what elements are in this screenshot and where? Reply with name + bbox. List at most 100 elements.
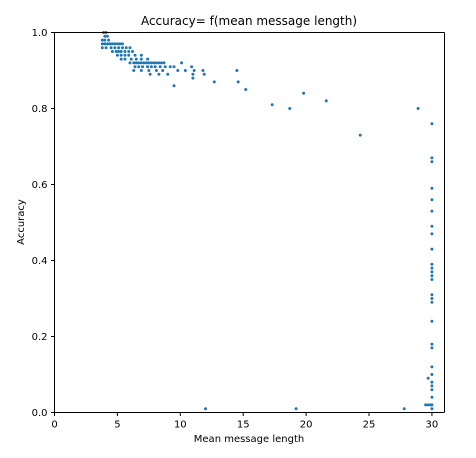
scatter-point bbox=[430, 198, 433, 201]
scatter-point bbox=[140, 69, 143, 72]
scatter-point bbox=[121, 46, 124, 49]
scatter-point bbox=[101, 39, 104, 42]
scatter-point bbox=[430, 278, 433, 281]
scatter-point bbox=[430, 187, 433, 190]
scatter-point bbox=[132, 69, 135, 72]
scatter-point bbox=[430, 210, 433, 213]
scatter-point bbox=[123, 54, 126, 57]
scatter-point bbox=[430, 320, 433, 323]
scatter-point bbox=[173, 65, 176, 68]
scatter-point bbox=[429, 403, 432, 406]
scatter-point bbox=[430, 301, 433, 304]
y-tick-label: 0.8 bbox=[32, 104, 48, 115]
scatter-point bbox=[134, 65, 137, 68]
scatter-point bbox=[417, 107, 420, 110]
scatter-point bbox=[121, 42, 124, 45]
scatter-point bbox=[116, 54, 119, 57]
x-tick-label: 10 bbox=[174, 420, 187, 431]
scatter-point bbox=[430, 248, 433, 251]
x-tick-label: 20 bbox=[300, 420, 313, 431]
x-tick-label: 15 bbox=[237, 420, 250, 431]
scatter-point bbox=[176, 69, 179, 72]
scatter-point bbox=[430, 263, 433, 266]
scatter-point bbox=[111, 50, 114, 53]
y-tick-label: 0.4 bbox=[32, 256, 48, 267]
scatter-point bbox=[204, 407, 207, 410]
scatter-point bbox=[359, 134, 362, 137]
scatter-point bbox=[430, 293, 433, 296]
scatter-point bbox=[203, 73, 206, 76]
scatter-point bbox=[430, 160, 433, 163]
y-tick-label: 0.2 bbox=[32, 332, 48, 343]
scatter-point bbox=[403, 407, 406, 410]
scatter-point bbox=[235, 69, 238, 72]
scatter-point bbox=[134, 54, 137, 57]
y-axis-ticks: 0.0 0.2 0.4 0.6 0.8 1.0 bbox=[32, 28, 55, 419]
scatter-point bbox=[106, 35, 109, 38]
scatter-point bbox=[244, 88, 247, 91]
x-tick-label: 0 bbox=[51, 420, 57, 431]
scatter-point bbox=[130, 58, 133, 61]
scatter-point bbox=[135, 58, 138, 61]
scatter-point bbox=[159, 65, 162, 68]
scatter-point bbox=[430, 373, 433, 376]
scatter-point bbox=[127, 54, 130, 57]
scatter-point bbox=[127, 50, 130, 53]
scatter-point bbox=[107, 39, 110, 42]
x-tick-label: 30 bbox=[426, 420, 439, 431]
scatter-point bbox=[430, 225, 433, 228]
scatter-point bbox=[237, 80, 240, 83]
scatter-point bbox=[150, 65, 153, 68]
scatter-point bbox=[146, 65, 149, 68]
scatter-point bbox=[123, 58, 126, 61]
scatter-point bbox=[430, 381, 433, 384]
scatter-point bbox=[161, 69, 164, 72]
scatter-point bbox=[149, 73, 152, 76]
scatter-point bbox=[430, 384, 433, 387]
scatter-point bbox=[120, 54, 123, 57]
scatter-point bbox=[157, 73, 160, 76]
x-axis-label: Mean message length bbox=[194, 434, 304, 445]
scatter-point bbox=[430, 156, 433, 159]
scatter-point bbox=[113, 46, 116, 49]
y-tick-label: 0.6 bbox=[32, 180, 48, 191]
scatter-point bbox=[193, 69, 196, 72]
scatter-point bbox=[430, 365, 433, 368]
scatter-point bbox=[201, 69, 204, 72]
scatter-point bbox=[147, 69, 150, 72]
scatter-point bbox=[169, 65, 172, 68]
scatter-point bbox=[125, 46, 128, 49]
scatter-point bbox=[180, 61, 183, 64]
scatter-point bbox=[430, 122, 433, 125]
scatter-point bbox=[190, 65, 193, 68]
scatter-point bbox=[302, 92, 305, 95]
plot-area bbox=[55, 33, 445, 413]
scatter-point bbox=[430, 346, 433, 349]
scatter-point bbox=[430, 270, 433, 273]
scatter-point bbox=[325, 99, 328, 102]
scatter-point bbox=[430, 297, 433, 300]
scatter-point bbox=[155, 69, 158, 72]
y-tick-label: 0.0 bbox=[32, 408, 48, 419]
chart-title: Accuracy= f(mean message length) bbox=[141, 14, 357, 28]
scatter-point bbox=[295, 407, 298, 410]
scatter-point bbox=[141, 65, 144, 68]
scatter-point bbox=[123, 50, 126, 53]
scatter-point bbox=[140, 58, 143, 61]
x-tick-label: 5 bbox=[114, 420, 120, 431]
scatter-point bbox=[117, 46, 120, 49]
scatter-point bbox=[166, 73, 169, 76]
scatter-point bbox=[191, 77, 194, 80]
scatter-point bbox=[430, 267, 433, 270]
plot-frame bbox=[55, 33, 445, 413]
y-axis-label: Accuracy bbox=[16, 199, 27, 245]
scatter-point bbox=[105, 46, 108, 49]
scatter-point bbox=[162, 61, 165, 64]
scatter-point bbox=[173, 84, 176, 87]
scatter-point bbox=[128, 46, 131, 49]
scatter-point bbox=[154, 65, 157, 68]
scatter-point bbox=[101, 46, 104, 49]
scatter-point bbox=[430, 396, 433, 399]
y-tick-label: 1.0 bbox=[32, 28, 48, 39]
